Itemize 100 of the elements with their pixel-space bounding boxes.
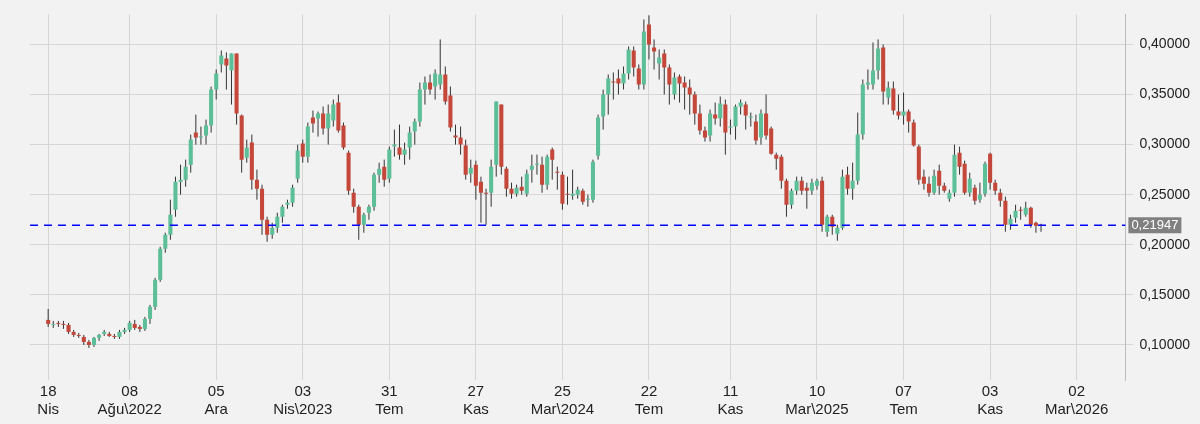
- candlestick: [743, 101, 748, 131]
- x-tick-label: 03 Nis\2023: [273, 382, 333, 418]
- candlestick: [428, 74, 433, 96]
- y-tick-label: 0,40000: [1139, 35, 1191, 52]
- candlestick: [392, 129, 397, 158]
- candlestick: [825, 214, 830, 238]
- x-tick-label: 05 Ara: [204, 382, 229, 418]
- candlestick: [468, 159, 473, 184]
- candlestick: [407, 126, 412, 161]
- candlestick: [351, 188, 356, 214]
- candlestick: [193, 114, 198, 146]
- candlestick: [524, 169, 529, 198]
- candlestick: [519, 176, 524, 196]
- candlestick: [453, 124, 458, 146]
- candlestick: [977, 182, 982, 204]
- candlestick: [326, 104, 331, 146]
- candlestick: [718, 96, 723, 128]
- candlestick: [814, 178, 820, 191]
- candlestick: [168, 199, 173, 241]
- candlestick: [147, 304, 153, 325]
- candlestick: [86, 339, 91, 349]
- candlestick: [733, 104, 738, 141]
- candlestick: [692, 91, 697, 126]
- candlestick: [458, 126, 463, 156]
- candlestick: [850, 162, 855, 201]
- candlestick: [687, 79, 692, 116]
- candlestick: [886, 81, 891, 106]
- y-tick-label: 0,25000: [1139, 185, 1191, 202]
- candlestick: [310, 110, 315, 134]
- y-tick-label: 0,10000: [1139, 335, 1191, 352]
- candlestick: [534, 154, 539, 176]
- candlestick: [377, 162, 382, 184]
- candlestick: [702, 126, 708, 143]
- candlestick: [275, 212, 280, 234]
- candlestick: [484, 188, 489, 226]
- candlestick: [753, 114, 758, 146]
- x-tick-label: 08 Ağu\2022: [97, 382, 162, 418]
- candlestick: [646, 14, 652, 60]
- candlestick: [652, 38, 657, 70]
- candlestick: [804, 182, 809, 210]
- candlestick: [290, 184, 295, 208]
- candlestick: [1013, 204, 1018, 224]
- x-tick-label: 11 Kas: [717, 382, 744, 418]
- y-tick-label: 0,15000: [1139, 285, 1191, 302]
- y-tick-label: 0,30000: [1139, 135, 1191, 152]
- candlestick: [606, 74, 611, 116]
- candlestick: [540, 156, 545, 194]
- candlestick: [382, 159, 387, 188]
- candlestick: [214, 68, 219, 101]
- candlestick: [901, 92, 906, 126]
- candlestick: [728, 119, 733, 136]
- candlestick: [636, 63, 641, 91]
- candlestick: [316, 111, 321, 138]
- candlestick: [911, 119, 916, 148]
- candlestick: [254, 169, 259, 201]
- candlestick: [300, 139, 305, 164]
- x-tick-label: 22 Tem: [634, 382, 664, 418]
- x-tick-label: 02 Mar\2026: [1044, 382, 1109, 418]
- candlestick: [1018, 206, 1023, 221]
- candlestick: [794, 176, 799, 196]
- candlestick: [662, 48, 667, 96]
- x-tick-label: 10 Mar\2025: [785, 382, 849, 418]
- candlestick: [265, 216, 270, 243]
- candlestick: [219, 49, 224, 73]
- candlestick: [937, 164, 942, 196]
- x-tick-label: 18 Nis: [37, 382, 60, 418]
- candlestick: [203, 119, 209, 146]
- candlestick: [998, 188, 1003, 208]
- candlestick: [896, 94, 901, 121]
- x-tick-label: 25 Mar\2024: [530, 382, 595, 418]
- candlestick: [529, 154, 534, 184]
- candlestick: [631, 45, 636, 77]
- x-tick-label: 03 Kas: [977, 382, 1004, 418]
- candlestick: [361, 212, 366, 234]
- candlestick: [657, 48, 662, 81]
- candlestick: [601, 89, 606, 131]
- candlestick: [366, 204, 371, 221]
- candlestick: [967, 172, 972, 198]
- ref-line-label: 0,21947: [1131, 216, 1179, 232]
- candlestick: [97, 333, 102, 342]
- candlestick: [972, 184, 977, 206]
- candlestick: [708, 109, 713, 143]
- y-tick-label: 0,35000: [1139, 85, 1191, 102]
- candlestick: [611, 72, 616, 101]
- candlestick: [621, 65, 626, 91]
- candlestick: [198, 126, 203, 146]
- candlestick: [932, 169, 937, 196]
- candlestick: [163, 232, 168, 254]
- candlestick: [697, 104, 702, 136]
- candlestick: [906, 109, 911, 134]
- candlestick: [789, 188, 794, 210]
- candlestick: [422, 76, 427, 106]
- candlestick: [412, 118, 417, 146]
- x-tick-label: 31 Tem: [375, 382, 404, 418]
- candlestick: [397, 124, 402, 161]
- candlestick: [845, 166, 850, 196]
- candlestick: [433, 68, 438, 101]
- candlestick: [748, 112, 753, 128]
- candlestick: [224, 51, 229, 91]
- candlestick: [244, 139, 249, 164]
